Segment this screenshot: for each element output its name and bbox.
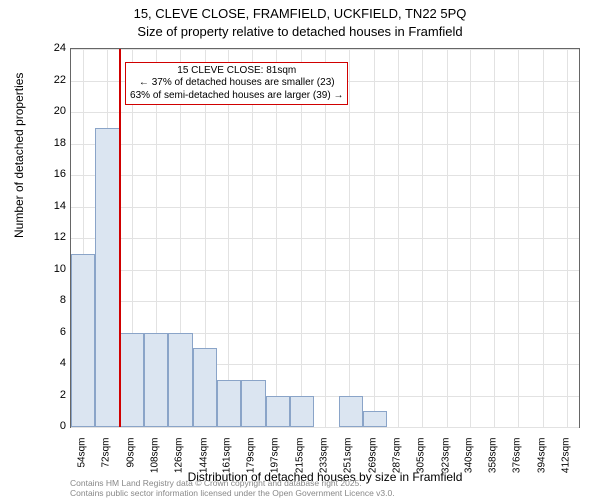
annotation-line: 15 CLEVE CLOSE: 81sqm	[130, 65, 343, 78]
histogram-bar	[217, 380, 241, 427]
gridline-v	[276, 49, 277, 427]
histogram-bar	[144, 333, 168, 428]
y-tick: 20	[36, 105, 66, 117]
gridline-v	[447, 49, 448, 427]
gridline-v	[374, 49, 375, 427]
y-tick: 24	[36, 42, 66, 54]
histogram-bar	[363, 411, 387, 427]
histogram-bar	[290, 396, 314, 428]
y-tick: 8	[36, 294, 66, 306]
gridline-v	[228, 49, 229, 427]
histogram-bar	[193, 348, 217, 427]
gridline-v	[301, 49, 302, 427]
histogram-bar	[339, 396, 363, 428]
y-tick: 4	[36, 357, 66, 369]
chart-container: 15, CLEVE CLOSE, FRAMFIELD, UCKFIELD, TN…	[0, 0, 600, 500]
histogram-bar	[120, 333, 144, 428]
gridline-v	[252, 49, 253, 427]
gridline-v	[398, 49, 399, 427]
gridline-h	[71, 427, 579, 428]
gridline-v	[494, 49, 495, 427]
gridline-v	[325, 49, 326, 427]
annotation-line: ← 37% of detached houses are smaller (23…	[130, 77, 343, 90]
plot-area: 15 CLEVE CLOSE: 81sqm← 37% of detached h…	[70, 48, 580, 428]
gridline-v	[567, 49, 568, 427]
histogram-bar	[266, 396, 290, 428]
y-tick: 2	[36, 389, 66, 401]
y-tick: 14	[36, 200, 66, 212]
histogram-bar	[168, 333, 192, 428]
gridline-v	[543, 49, 544, 427]
chart-title-line2: Size of property relative to detached ho…	[0, 24, 600, 39]
histogram-bar	[71, 254, 95, 427]
histogram-bar	[95, 128, 119, 427]
y-tick: 0	[36, 420, 66, 432]
y-tick: 18	[36, 137, 66, 149]
y-tick: 16	[36, 168, 66, 180]
gridline-v	[349, 49, 350, 427]
footer-line2: Contains public sector information licen…	[70, 489, 395, 498]
annotation-line: 63% of semi-detached houses are larger (…	[130, 90, 343, 103]
gridline-v	[422, 49, 423, 427]
y-tick: 6	[36, 326, 66, 338]
y-tick: 12	[36, 231, 66, 243]
reference-line	[119, 49, 121, 427]
footer-attribution: Contains HM Land Registry data © Crown c…	[70, 479, 395, 498]
gridline-v	[518, 49, 519, 427]
chart-title-line1: 15, CLEVE CLOSE, FRAMFIELD, UCKFIELD, TN…	[0, 6, 600, 21]
y-tick: 22	[36, 74, 66, 86]
annotation-box: 15 CLEVE CLOSE: 81sqm← 37% of detached h…	[125, 62, 348, 106]
histogram-bar	[241, 380, 265, 427]
gridline-v	[470, 49, 471, 427]
y-tick: 10	[36, 263, 66, 275]
y-axis-label: Number of detached properties	[12, 73, 26, 238]
